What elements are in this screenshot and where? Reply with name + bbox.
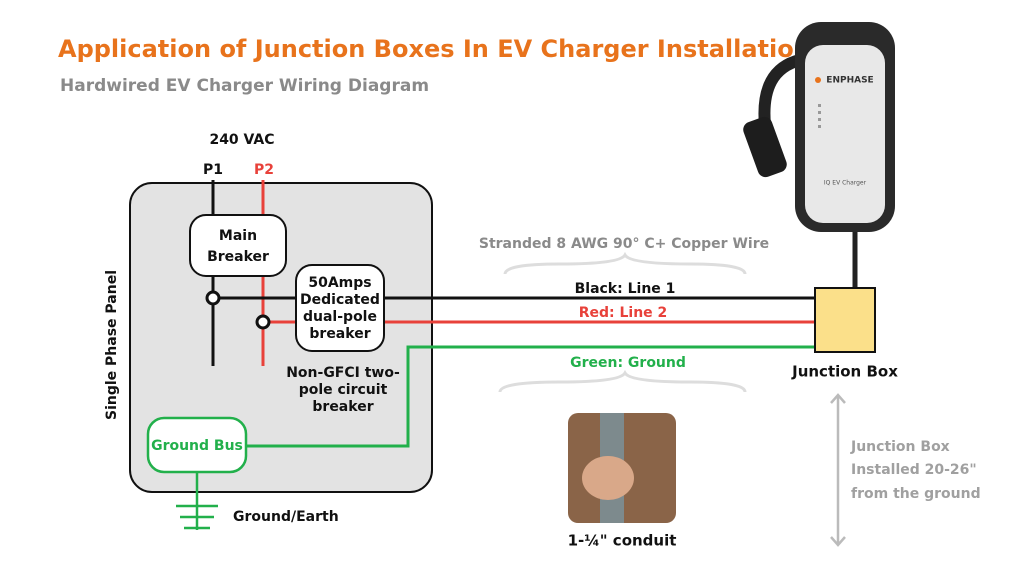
junction-box xyxy=(814,287,876,353)
ground-label: Ground/Earth xyxy=(233,509,339,525)
p2: P2 xyxy=(254,162,274,178)
dedicated-breaker-label: Dedicated xyxy=(300,292,380,308)
tap xyxy=(205,290,221,306)
ground-symbol xyxy=(176,472,218,530)
ground-bus-label: Ground Bus xyxy=(151,438,243,454)
breaker-note: breaker xyxy=(312,399,373,415)
dedicated-breaker-label: breaker xyxy=(309,326,370,342)
green-wire xyxy=(246,345,815,448)
charger-model: IQ EV Charger xyxy=(824,180,867,187)
conduit-label: 1-¼" conduit xyxy=(568,532,677,550)
hand xyxy=(582,456,634,500)
height-note: Installed 20-26" xyxy=(851,462,977,478)
logo xyxy=(815,77,821,83)
breaker-note: Non-GFCI two- xyxy=(286,365,400,381)
breaker-note: pole circuit xyxy=(299,382,388,398)
dedicated-breaker xyxy=(295,264,385,352)
green-label: Green: Ground xyxy=(570,355,686,371)
title: Application of Junction Boxes In EV Char… xyxy=(58,35,811,63)
charger-plug xyxy=(743,116,787,178)
tap xyxy=(255,314,271,330)
dedicated-breaker-label: dual-pole xyxy=(303,309,377,325)
main-breaker-label: Main xyxy=(219,228,257,244)
height-note: Junction Box xyxy=(850,439,950,455)
main-breaker xyxy=(189,214,287,277)
red-label: Red: Line 2 xyxy=(579,305,668,321)
junction-box-label: Junction Box xyxy=(791,363,898,381)
main-breaker-label: Breaker xyxy=(207,249,269,265)
wire-label: Stranded 8 AWG 90° C+ Copper Wire xyxy=(479,236,769,252)
dedicated-breaker-label: 50Amps xyxy=(308,275,371,291)
black-label: Black: Line 1 xyxy=(575,281,676,297)
charger-face xyxy=(805,45,885,223)
panel-label: Single Phase Panel xyxy=(104,270,120,420)
brace xyxy=(498,369,747,393)
height-note: from the ground xyxy=(851,486,981,502)
indicators xyxy=(818,104,821,128)
height-arrow xyxy=(830,393,846,547)
subtitle: Hardwired EV Charger Wiring Diagram xyxy=(60,76,429,96)
brace xyxy=(503,251,747,275)
charger-brand: ENPHASE xyxy=(826,76,873,86)
p1: P1 xyxy=(203,162,223,178)
voltage: 240 VAC xyxy=(209,132,274,148)
